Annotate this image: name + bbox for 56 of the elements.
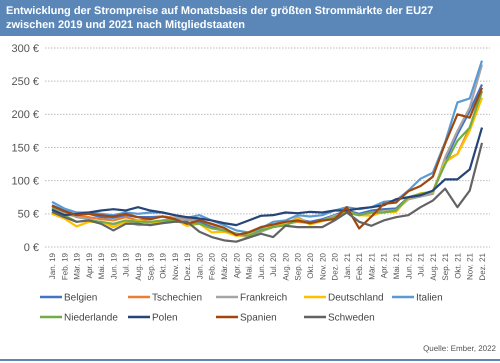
legend-label: Belgien xyxy=(64,292,98,304)
x-tick-label: Nov. 20 xyxy=(318,252,328,280)
x-tick-label: Jan. 19 xyxy=(48,252,57,280)
x-tick-label: Jul. 20 xyxy=(269,252,278,277)
x-tick-label: Mär. 19 xyxy=(72,252,82,280)
x-tick-label: Feb. 20 xyxy=(208,252,217,280)
y-tick-label: 200 € xyxy=(11,109,39,122)
x-tick-label: Mär. 20 xyxy=(220,252,229,280)
legend-label: Italien xyxy=(416,292,443,304)
y-tick-label: 250 € xyxy=(11,76,39,88)
legend-label: Spanien xyxy=(240,312,277,324)
x-tick-label: Apr. 21 xyxy=(380,252,389,278)
y-tick-label: 50 € xyxy=(18,208,39,221)
x-tick-label: Apr. 20 xyxy=(232,252,242,278)
x-tick-label: Aug. 19 xyxy=(134,252,143,281)
line-series xyxy=(50,142,484,243)
source-note: Quelle: Ember, 2022 xyxy=(423,344,497,353)
x-tick-label: Jun. 21 xyxy=(404,252,414,280)
x-tick-label: Sep. 19 xyxy=(146,252,156,281)
x-tick-label: Jan. 20 xyxy=(195,252,204,280)
x-tick-label: Dez. 20 xyxy=(330,252,340,281)
x-tick-label: Jan. 21 xyxy=(342,252,352,280)
legend-label: Deutschland xyxy=(328,292,384,304)
x-tick-label: Feb. 19 xyxy=(60,252,70,280)
x-tick-label: Sep. 20 xyxy=(294,252,303,281)
x-tick-label: Mai. 21 xyxy=(392,252,401,280)
x-tick-label: Jul. 21 xyxy=(416,252,426,277)
x-tick-label: Jul. 19 xyxy=(122,252,131,277)
x-tick-label: Okt. 20 xyxy=(306,252,315,279)
x-tick-label: Dez. 19 xyxy=(183,252,192,281)
legend-label: Niederlande xyxy=(64,312,118,324)
x-tick-label: Sep. 21 xyxy=(441,252,450,281)
x-tick-label: Okt. 21 xyxy=(453,252,462,279)
x-tick-label: Mär. 21 xyxy=(367,252,376,280)
x-tick-label: Mai. 20 xyxy=(244,252,254,280)
y-tick-label: 0 € xyxy=(24,242,39,254)
y-tick-label: 150 € xyxy=(11,142,39,154)
x-tick-label: Aug. 21 xyxy=(428,252,438,281)
y-tick-label: 300 € xyxy=(11,42,39,55)
x-tick-label: Mai. 19 xyxy=(97,252,106,280)
x-tick-label: Nov. 21 xyxy=(466,252,475,280)
x-tick-label: Feb. 21 xyxy=(355,252,364,280)
x-tick-label: Aug. 20 xyxy=(281,252,290,281)
line-series xyxy=(50,126,484,226)
x-tick-label: Okt. 19 xyxy=(158,252,168,279)
legend-label: Tschechien xyxy=(152,292,202,304)
x-tick-label: Apr. 19 xyxy=(84,252,94,278)
x-tick-label: Jun. 20 xyxy=(256,252,266,280)
x-tick-label: Dez. 21 xyxy=(478,252,487,281)
y-tick-label: 100 € xyxy=(11,176,39,188)
legend-label: Polen xyxy=(152,312,178,324)
legend-label: Frankreich xyxy=(240,292,288,304)
legend-label: Schweden xyxy=(328,312,375,324)
chart-title: Entwicklung der Strompreise auf Monatsbasis der größten Strommärkte der EU27 zwischen 2019 und 2021 nach Mitgliedstaaten xyxy=(6,5,434,31)
x-tick-label: Nov. 19 xyxy=(170,252,180,280)
x-tick-label: Jun. 19 xyxy=(109,252,118,280)
